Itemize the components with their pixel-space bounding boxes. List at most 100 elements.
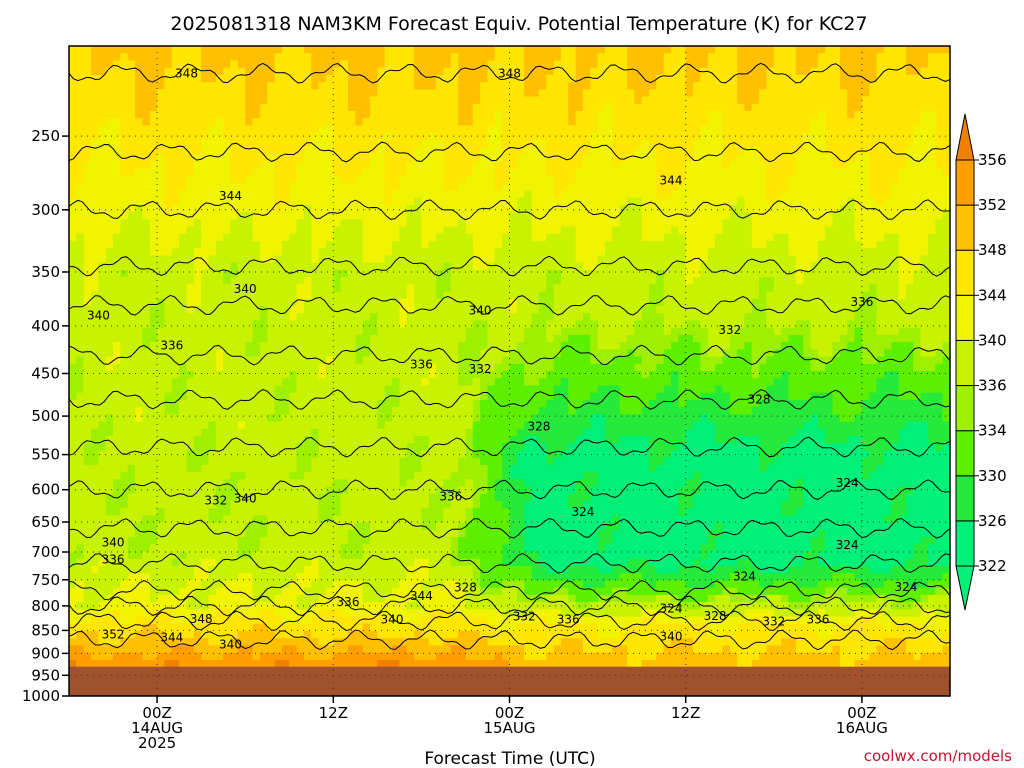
field-cell xyxy=(399,190,408,199)
field-cell xyxy=(135,291,144,300)
field-cell xyxy=(223,204,232,213)
field-cell xyxy=(781,233,790,242)
field-cell xyxy=(179,342,188,350)
field-cell xyxy=(149,161,158,170)
field-cell xyxy=(245,298,254,307)
field-cell xyxy=(597,74,606,83)
field-cell xyxy=(803,241,812,249)
field-cell xyxy=(656,212,665,220)
field-cell xyxy=(399,277,408,285)
field-cell xyxy=(612,313,621,322)
field-cell xyxy=(237,154,246,163)
field-cell xyxy=(274,219,283,228)
field-cell xyxy=(707,277,716,285)
field-cell xyxy=(671,291,679,300)
field-cell xyxy=(193,241,202,249)
field-cell xyxy=(876,132,885,141)
field-cell xyxy=(634,219,643,228)
field-cell xyxy=(524,154,533,163)
field-cell xyxy=(920,291,929,300)
field-cell xyxy=(803,74,812,83)
field-cell xyxy=(751,132,760,141)
field-cell xyxy=(201,190,210,199)
field-cell xyxy=(325,262,334,271)
field-cell xyxy=(157,53,166,62)
field-cell xyxy=(406,248,415,257)
field-cell xyxy=(883,190,892,199)
field-cell xyxy=(414,67,422,76)
field-cell xyxy=(883,132,892,141)
field-cell xyxy=(164,89,173,98)
field-cell xyxy=(634,111,643,119)
field-cell xyxy=(267,46,276,54)
field-cell xyxy=(171,248,180,257)
field-cell xyxy=(311,255,320,264)
field-cell xyxy=(671,60,679,69)
field-cell xyxy=(347,212,356,220)
field-cell xyxy=(458,226,467,235)
field-cell xyxy=(120,248,129,257)
field-cell xyxy=(942,67,950,76)
field-cell xyxy=(751,248,760,257)
field-cell xyxy=(406,277,415,285)
field-cell xyxy=(450,241,459,249)
field-cell xyxy=(568,46,577,54)
field-cell xyxy=(883,82,892,90)
field-cell xyxy=(641,53,650,62)
field-cell xyxy=(472,269,481,278)
field-cell xyxy=(399,320,408,329)
field-cell xyxy=(480,313,489,322)
field-cell xyxy=(590,204,599,213)
field-cell xyxy=(76,269,85,278)
field-cell xyxy=(715,248,724,257)
field-cell xyxy=(377,298,386,307)
field-cell xyxy=(693,226,701,235)
field-cell xyxy=(839,233,848,242)
field-cell xyxy=(135,342,144,350)
field-cell xyxy=(634,132,643,141)
field-cell xyxy=(693,67,701,76)
field-cell xyxy=(905,154,914,163)
field-cell xyxy=(399,118,408,127)
field-cell xyxy=(524,212,533,220)
field-cell xyxy=(693,334,701,343)
field-cell xyxy=(869,212,878,220)
field-cell xyxy=(641,60,650,69)
field-cell xyxy=(634,176,643,184)
field-cell xyxy=(546,67,555,76)
field-cell xyxy=(553,67,562,76)
field-cell xyxy=(355,168,364,177)
field-cell xyxy=(839,139,848,148)
field-cell xyxy=(443,241,452,249)
field-cell xyxy=(472,277,481,285)
field-cell xyxy=(303,327,312,336)
field-cell xyxy=(171,320,180,329)
field-cell xyxy=(656,269,665,278)
field-cell xyxy=(472,219,481,228)
field-cell xyxy=(671,212,679,220)
field-cell xyxy=(259,334,268,343)
field-cell xyxy=(612,269,621,278)
field-cell xyxy=(237,197,246,206)
field-cell xyxy=(157,248,166,257)
field-cell xyxy=(179,313,188,322)
field-cell xyxy=(91,277,99,285)
field-cell xyxy=(237,342,246,350)
field-cell xyxy=(898,291,907,300)
field-cell xyxy=(604,306,613,314)
field-cell xyxy=(267,219,276,228)
field-cell xyxy=(406,82,415,90)
field-cell xyxy=(458,327,467,336)
field-cell xyxy=(612,190,621,199)
field-cell xyxy=(193,154,202,163)
field-cell xyxy=(296,125,305,134)
field-cell xyxy=(531,89,540,98)
field-cell xyxy=(927,248,936,257)
field-cell xyxy=(502,53,511,62)
field-cell xyxy=(927,204,936,213)
field-cell xyxy=(817,284,826,293)
field-cell xyxy=(538,248,547,257)
field-cell xyxy=(810,125,819,134)
field-cell xyxy=(795,74,804,83)
field-cell xyxy=(656,204,665,213)
